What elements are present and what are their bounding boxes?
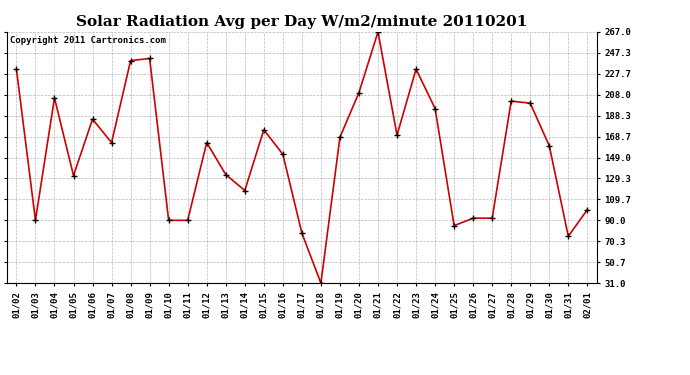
Title: Solar Radiation Avg per Day W/m2/minute 20110201: Solar Radiation Avg per Day W/m2/minute … xyxy=(76,15,528,29)
Text: Copyright 2011 Cartronics.com: Copyright 2011 Cartronics.com xyxy=(10,36,166,45)
